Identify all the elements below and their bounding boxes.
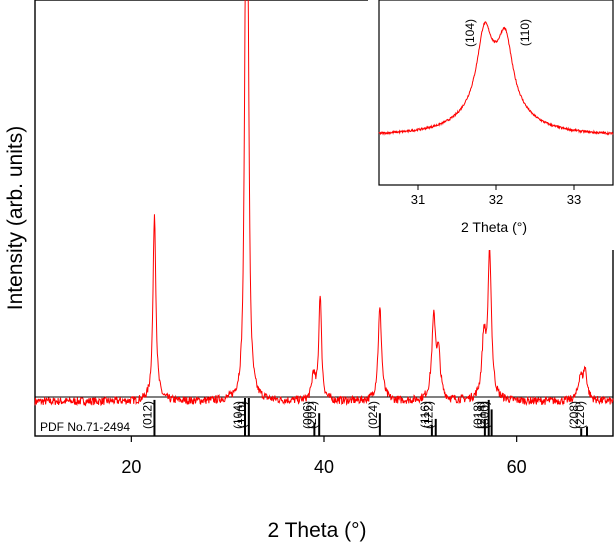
reference-hkl-label: (220) [573, 401, 587, 429]
reference-hkl-label: (018) [471, 401, 485, 429]
inset-plot-frame [378, 0, 614, 186]
reference-hkl-label: (116) [418, 401, 432, 428]
reference-hkl-label: (110) [235, 401, 249, 428]
inset-x-tick-label: 32 [489, 192, 503, 207]
inset-pattern-line [378, 21, 614, 136]
reference-hkl-label: (104) [231, 401, 245, 429]
x-tick-label: 40 [314, 457, 334, 477]
x-tick-label: 60 [507, 457, 527, 477]
reference-hkl-label: (006) [300, 401, 314, 429]
reference-hkl-label: (300) [478, 401, 492, 429]
reference-lines-layer [153, 398, 588, 436]
y-axis-title: Intensity (arb. units) [4, 126, 27, 310]
reference-hkl-label: (214) [475, 401, 489, 429]
reference-hkl-label: (122) [422, 401, 436, 429]
x-tick-label: 20 [121, 457, 141, 477]
reference-hkl-label: (208) [567, 401, 581, 429]
inset-peak-annotation: (110) [518, 19, 532, 46]
inset-curve-layer [378, 21, 614, 136]
reference-labels-layer: (012) (104)(110) (006)(202) (024) (116)(122)… [141, 401, 588, 429]
inset-peak-annotation: (104) [463, 19, 477, 47]
reference-hkl-label: (024) [366, 401, 380, 429]
inset-x-ticks: 31 32 33 [411, 185, 581, 207]
reference-hkl-label: (012) [141, 401, 155, 429]
main-curve-layer [34, 0, 614, 407]
xrd-pattern-line [34, 0, 614, 407]
reference-pattern-label: PDF No.71-2494 [40, 420, 130, 434]
inset-x-tick-label: 31 [411, 192, 425, 207]
inset-x-tick-label: 33 [567, 192, 581, 207]
x-axis-title: 2 Theta (°) [267, 519, 366, 542]
inset-annotations: (104) (110) [463, 19, 532, 47]
main-x-ticks: 20 40 60 [121, 436, 527, 477]
inset-x-axis-title: 2 Theta (°) [461, 219, 527, 235]
reference-hkl-label: (202) [305, 401, 319, 429]
